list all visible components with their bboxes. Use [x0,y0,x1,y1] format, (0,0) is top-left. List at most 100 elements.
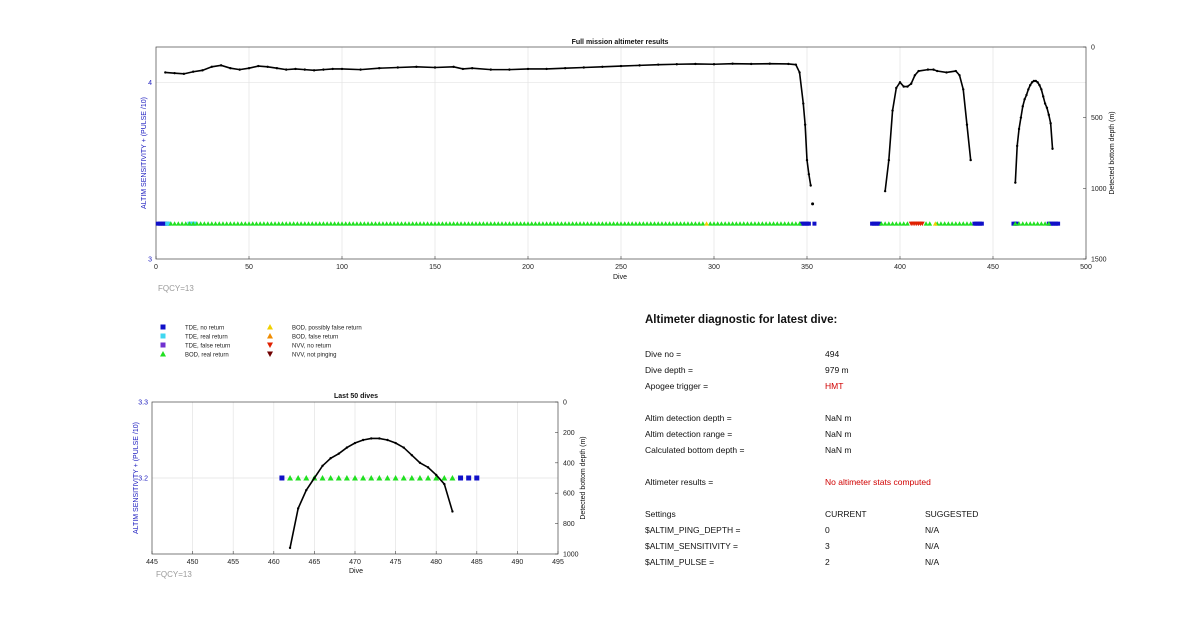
x-tick-label: 480 [430,559,442,566]
depth-point [361,438,365,442]
depth-point [329,457,332,460]
bod-real-marker [473,221,479,226]
depth-point [926,68,930,71]
bod-real-marker [540,221,546,226]
depth-point [331,67,334,71]
depth-point [582,66,585,69]
bod-real-legend-marker [160,351,166,357]
bod-real-marker [369,221,375,226]
bod-real-marker [428,221,434,226]
diagnostic-value: NaN m [825,429,852,439]
bod-real-marker [213,221,218,226]
bod-real-marker [347,221,352,226]
bod-real-marker [198,221,204,226]
depth-point [545,67,548,71]
depth-point [394,441,397,445]
x-tick-label: 475 [390,559,402,566]
x-tick-label: 455 [227,559,239,566]
bod-real-marker [265,221,270,226]
bod-real-marker [276,221,282,226]
bod-real-marker [1031,221,1037,226]
diagnostic-label: Settings [645,509,676,519]
bod-real-marker [391,221,397,226]
bod-real-marker [696,221,702,226]
bod-real-marker [573,221,579,226]
bod-real-marker [544,221,549,226]
marks [155,62,1061,227]
bod-real-marker [882,221,888,226]
depth-point [275,67,279,70]
bod-real-marker [893,221,899,226]
bod-real-marker [235,221,241,226]
depth-point [433,66,437,69]
x-tick-label: 300 [708,264,720,271]
bod-real-marker [622,221,628,226]
bod-real-marker [335,221,341,226]
y2-tick-label: 400 [563,460,575,467]
bod-real-marker [327,475,334,481]
bod-possibly-false-marker [932,221,938,226]
depth-point [1040,88,1043,91]
depth-point [303,68,306,71]
depth-point [182,72,186,76]
bod-real-marker [644,221,650,226]
depth-point [229,67,232,70]
bod-real-marker [547,221,553,226]
depth-point [962,88,965,91]
bod-real-marker [368,475,375,481]
bod-real-marker [596,221,602,226]
bod-real-marker [343,221,349,226]
fqcy-annotation: FQCY=13 [158,284,194,293]
depth-point [1017,127,1021,131]
depth-point [1043,102,1047,105]
diagnostic-suggested: N/A [925,541,940,551]
bod-real-marker [228,221,233,226]
x-tick-label: 465 [309,559,321,566]
bod-real-marker [960,221,966,226]
legend-label: NVV, not pinging [292,352,336,358]
bod-real-marker [250,221,256,226]
depth-point [1030,81,1034,84]
bod-real-marker [309,221,315,226]
bod-real-marker [789,221,795,226]
bod-real-marker [187,221,192,226]
bod-real-marker [726,221,732,226]
depth-point [288,546,292,550]
bod-real-marker [666,221,672,226]
y-tick-label: 3.2 [138,476,148,483]
depth-point [1034,79,1037,83]
bod-real-marker [360,475,367,481]
bod-real-marker [321,221,326,226]
bod-real-marker [719,221,724,226]
bod-real-marker [603,221,609,226]
bod-real-marker [328,221,334,226]
bod-real-marker [945,221,951,226]
diagnostic-row: Dive depth = 979 m [645,365,1165,377]
tde-false-legend-marker [160,342,166,348]
bod-real-marker [295,475,302,481]
bod-real-marker [577,221,583,226]
depth-point [965,123,969,126]
bod-real-marker [417,221,423,226]
depth-point [410,454,414,457]
depth-point [731,62,734,65]
x-tick-label: 350 [801,264,813,271]
depth-point [675,63,678,66]
bod-real-marker [303,475,310,481]
bod-real-marker [685,221,691,226]
diagnostic-value: 494 [825,349,840,359]
bod-real-marker [767,221,773,226]
y2-tick-label: 600 [563,491,575,498]
ticks: 0 50 100 150 200 250 300 350 400 450 500 3 4 0 500 1000… [148,45,1107,272]
bod-real-marker [335,475,342,481]
depth-point [238,68,241,71]
depth-point [807,173,811,176]
bod-real-marker [451,221,456,226]
bod-real-marker [1042,221,1048,226]
bod-real-marker [254,221,259,226]
depth-point [210,65,213,68]
x-tick-label: 50 [245,264,253,271]
y2-tick-label: 1000 [1091,186,1107,193]
diagnostic-label: $ALTIM_PULSE = [645,557,715,567]
diagnostic-title: Altimeter diagnostic for latest dive: [645,314,838,326]
